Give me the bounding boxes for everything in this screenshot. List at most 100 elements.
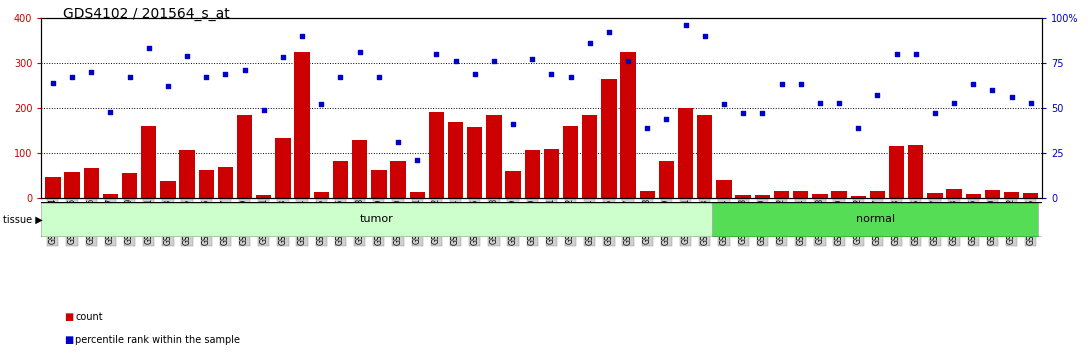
Bar (180, 150, 195, 198)
Point (581, 40, 598, 46)
Bar (467, 127, 482, 198)
Point (715, 102, 732, 107)
Bar (1004, 192, 1019, 198)
Point (830, 100, 848, 105)
Point (888, 51, 905, 57)
Bar (237, 115, 252, 198)
Point (294, 33, 311, 39)
Bar (851, 196, 866, 198)
Text: GDS4102 / 201564_s_at: GDS4102 / 201564_s_at (63, 7, 230, 21)
Text: tissue ▶: tissue ▶ (3, 215, 44, 224)
Bar (562, 126, 578, 198)
Bar (199, 170, 214, 198)
Bar (46, 177, 61, 198)
Point (447, 58, 465, 64)
Point (274, 55, 292, 60)
Point (677, 22, 694, 28)
Point (812, 100, 829, 105)
Bar (908, 145, 924, 198)
Point (485, 58, 503, 64)
Text: percentile rank within the sample: percentile rank within the sample (75, 335, 240, 345)
Bar (122, 172, 137, 198)
Point (255, 107, 272, 113)
Bar (947, 189, 962, 198)
Point (754, 110, 771, 116)
Text: ■: ■ (64, 335, 74, 345)
Point (772, 82, 790, 87)
Point (332, 74, 349, 80)
Point (121, 74, 138, 80)
Point (601, 29, 618, 35)
Point (1022, 100, 1039, 105)
Bar (713, 202, 1038, 237)
Bar (524, 150, 540, 198)
Bar (333, 161, 348, 198)
Bar (602, 79, 617, 198)
Bar (755, 195, 770, 198)
Point (466, 71, 483, 76)
Point (792, 82, 809, 87)
Bar (506, 171, 521, 198)
Bar (697, 115, 713, 198)
Point (390, 139, 407, 145)
Point (965, 82, 982, 87)
Point (83, 69, 100, 75)
Point (236, 67, 254, 73)
Bar (256, 195, 271, 198)
Point (945, 100, 963, 105)
Point (217, 71, 234, 76)
Point (45, 80, 62, 86)
Point (312, 102, 330, 107)
Bar (141, 126, 157, 198)
Bar (313, 192, 329, 198)
Text: tumor: tumor (360, 215, 394, 224)
Bar (659, 161, 675, 198)
Point (850, 125, 867, 131)
Point (178, 53, 196, 58)
Bar (218, 167, 233, 198)
Point (639, 125, 656, 131)
Bar (620, 52, 635, 198)
Bar (678, 108, 693, 198)
Bar (160, 181, 175, 198)
Bar (371, 170, 386, 198)
Point (696, 33, 714, 39)
Bar (966, 194, 981, 198)
Point (619, 58, 636, 64)
Bar (84, 168, 99, 198)
Point (140, 46, 158, 51)
Bar (889, 146, 904, 198)
Text: ■: ■ (64, 312, 74, 322)
Bar (927, 193, 942, 198)
Bar (391, 161, 406, 198)
Bar (716, 180, 731, 198)
Bar (429, 113, 444, 198)
Point (428, 51, 445, 57)
Point (1003, 94, 1021, 100)
Point (505, 121, 522, 127)
Bar (640, 192, 655, 198)
Bar (295, 52, 310, 198)
Point (926, 110, 943, 116)
Bar (793, 192, 808, 198)
Bar (831, 192, 846, 198)
Point (907, 51, 925, 57)
Point (658, 116, 676, 122)
Point (523, 56, 541, 62)
Point (868, 92, 886, 98)
Text: normal: normal (856, 215, 895, 224)
Bar (869, 192, 885, 198)
Bar (774, 192, 789, 198)
Point (561, 74, 579, 80)
Bar (275, 138, 290, 198)
Bar (1023, 193, 1038, 198)
Bar (813, 194, 828, 198)
Point (370, 74, 387, 80)
Bar (735, 195, 751, 198)
Bar (486, 115, 502, 198)
Bar (544, 149, 559, 198)
Point (351, 49, 369, 55)
Bar (41, 202, 713, 237)
Point (543, 71, 560, 76)
Point (198, 74, 215, 80)
